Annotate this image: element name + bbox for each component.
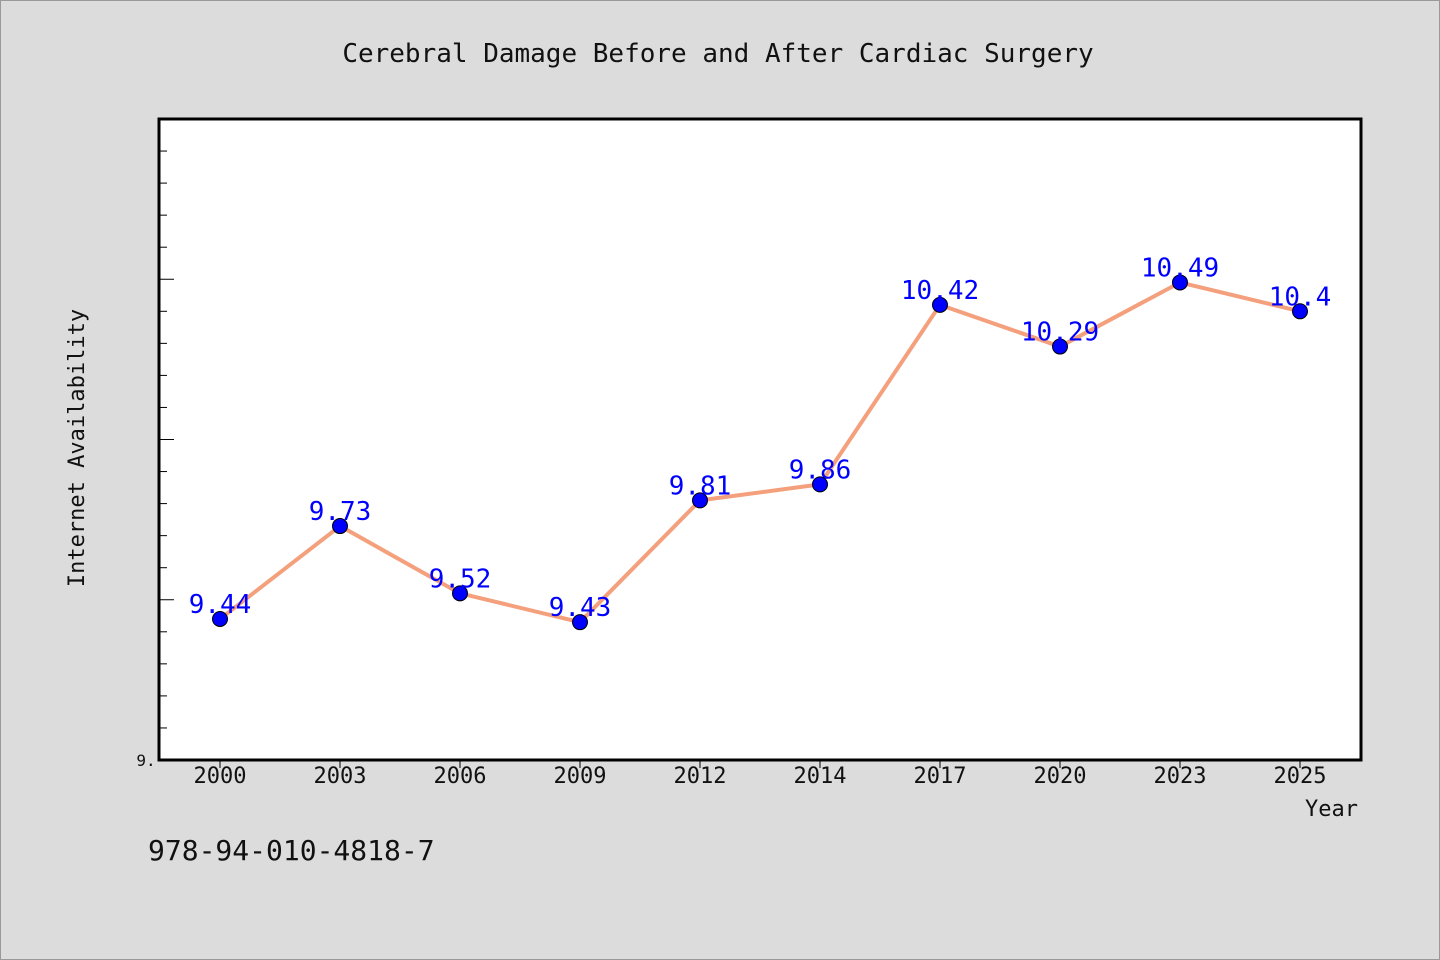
series-line bbox=[218, 280, 1301, 625]
x-tick-label: 2003 bbox=[314, 764, 367, 789]
series-markers bbox=[212, 274, 1308, 631]
chart-title: Cerebral Damage Before and After Cardiac… bbox=[342, 39, 1093, 69]
x-tick-label: 2000 bbox=[194, 764, 247, 789]
x-tick-label: 2012 bbox=[674, 764, 727, 789]
x-tick-label: 2020 bbox=[1034, 764, 1087, 789]
data-point bbox=[1292, 303, 1308, 320]
data-labels: 9.44 9.73 9.52 9.43 9.81 9.86 10.42 10.29 10.49 1… bbox=[189, 253, 1332, 623]
data-point bbox=[332, 518, 348, 535]
y-tick-label: 9. bbox=[136, 751, 155, 770]
x-tick-label: 2009 bbox=[554, 764, 607, 789]
data-point bbox=[572, 614, 588, 631]
data-label: 9.81 bbox=[669, 471, 732, 501]
x-tick-label: 2023 bbox=[1154, 764, 1207, 789]
data-point bbox=[1052, 338, 1068, 355]
data-label: 9.52 bbox=[429, 564, 492, 594]
y-axis-ticks bbox=[159, 150, 174, 729]
x-tick-label: 2006 bbox=[434, 764, 487, 789]
x-tick-label: 2014 bbox=[794, 764, 847, 789]
plot-area bbox=[157, 117, 1363, 762]
data-point bbox=[692, 492, 708, 509]
data-point bbox=[212, 610, 228, 627]
x-tick-label: 2025 bbox=[1274, 764, 1327, 789]
data-label: 10.42 bbox=[901, 276, 979, 306]
data-label: 9.86 bbox=[789, 455, 852, 485]
data-point bbox=[812, 476, 828, 493]
data-label: 9.43 bbox=[549, 593, 612, 623]
isbn-footer: 978-94-010-4818-7 bbox=[148, 834, 435, 867]
x-axis-title: Year bbox=[1305, 797, 1358, 822]
x-axis-ticks: 2000 2003 2006 2009 2012 2014 2017 2020 2023 2025 bbox=[194, 760, 1327, 789]
x-tick-label: 2017 bbox=[914, 764, 967, 789]
data-point bbox=[932, 296, 948, 313]
data-label: 9.44 bbox=[189, 590, 252, 620]
y-axis-title: Internet Availability bbox=[65, 309, 90, 587]
data-label: 10.4 bbox=[1269, 282, 1332, 312]
data-point bbox=[1172, 274, 1188, 291]
data-label: 10.29 bbox=[1021, 318, 1099, 348]
data-point bbox=[452, 585, 468, 602]
data-label: 9.73 bbox=[309, 497, 372, 527]
data-label: 10.49 bbox=[1141, 253, 1219, 283]
